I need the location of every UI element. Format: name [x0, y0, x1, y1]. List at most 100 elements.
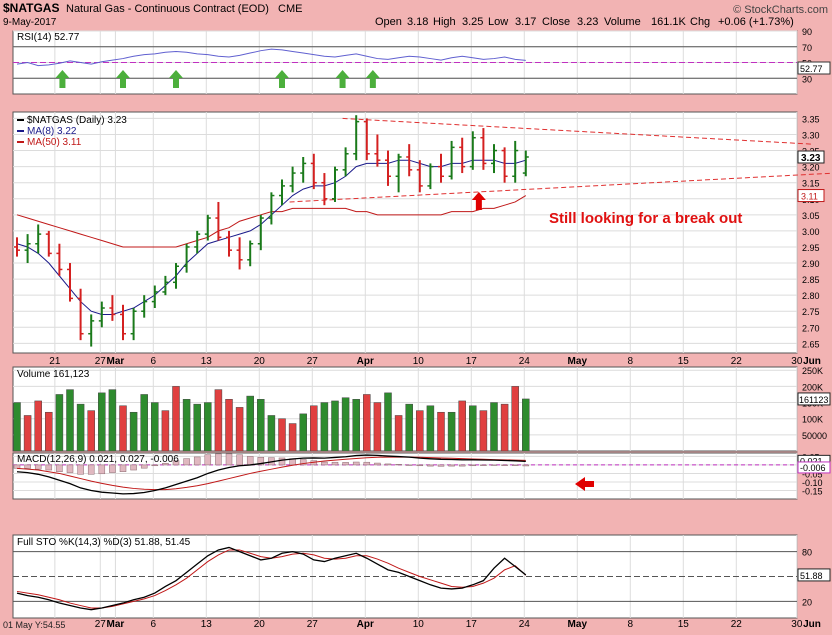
x-axis-label: 22 [731, 356, 743, 367]
price-bar [141, 295, 148, 318]
price-bar [310, 153, 317, 190]
macd-tick-label: -0.15 [802, 486, 823, 496]
macd-histogram-bar [246, 456, 254, 466]
volume-last-value: 161123 [799, 395, 828, 405]
macd-histogram-bar [437, 464, 445, 467]
rsi-last-value-flag [797, 61, 831, 75]
x-axis-label: Mar [107, 356, 125, 367]
volume-bar [66, 389, 74, 452]
chg-label: Chg [690, 16, 710, 28]
legend-entry: MA(50) 3.11 [27, 137, 82, 148]
macd-line [16, 454, 526, 495]
macd-histogram-bar [151, 464, 159, 467]
low-label: Low [488, 16, 508, 28]
volume-tick-label: 200K [802, 382, 823, 392]
volume-tick-label: 250K [802, 366, 823, 376]
macd-histogram-bar [321, 461, 328, 466]
price-bar [130, 308, 137, 341]
volume-bar [246, 395, 254, 452]
rsi-line [16, 48, 526, 67]
macd-tick-label: -0.05 [802, 469, 823, 479]
bottom-axis-label: 8 [628, 619, 634, 630]
sto-label: Full STO %K(14,3) %D(3) 51.88, 51.45 [17, 537, 191, 548]
volume-bar [511, 386, 519, 452]
macd-histogram-bar [331, 461, 339, 466]
buy-signal-arrow-icon [169, 70, 183, 88]
x-axis-label: 21 [49, 356, 61, 367]
price-bar [342, 147, 349, 177]
x-axis-label: 13 [201, 356, 213, 367]
macd-series-group: 0.050.00-0.05-0.10-0.150.021-0.006MACD(1… [13, 452, 831, 496]
price-tick-label: 2.95 [802, 243, 820, 253]
macd-panel [12, 452, 798, 500]
x-axis-label: 30 [791, 356, 803, 367]
high-label: High [433, 16, 456, 28]
bottom-axis-label: 22 [731, 619, 743, 630]
price-bar [332, 166, 338, 202]
volume-label: Volume 161,123 [17, 369, 90, 380]
price-bar [226, 230, 232, 257]
macd-histogram-bar [374, 462, 381, 466]
price-bar [416, 160, 423, 193]
chart-date: 9-May-2017 [3, 17, 57, 28]
volume-label: Volume [604, 16, 641, 28]
x-axis-label: 27 [307, 356, 319, 367]
macd-histogram-bar [193, 456, 201, 466]
price-bar [289, 166, 296, 193]
bottom-axis-label: 20 [254, 619, 266, 630]
upper-trendline [342, 117, 813, 145]
price-bar [512, 140, 519, 183]
price-bar [257, 214, 264, 251]
macd-histogram-bar [501, 464, 508, 466]
volume-bar [214, 389, 223, 452]
x-axis-label: 17 [466, 356, 478, 367]
high-value: 3.25 [462, 16, 483, 28]
macd-signal-line [16, 456, 526, 491]
volume-bar [363, 394, 371, 452]
open-label: Open [375, 16, 402, 28]
price-tick-label: 3.35 [802, 114, 820, 124]
macd-histogram-bar [490, 464, 498, 466]
macd-histogram-bar [87, 464, 95, 475]
macd-histogram-bar [236, 454, 243, 466]
price-bar [427, 163, 434, 190]
price-tick-label: 2.85 [802, 275, 820, 285]
price-bar [321, 173, 328, 206]
volume-last-flag [797, 392, 831, 406]
price-tick-label: 2.65 [802, 339, 820, 349]
volume-bar [320, 402, 329, 452]
volume-bar [341, 397, 350, 452]
bottom-axis-label: Jun [803, 619, 821, 630]
price-bar [77, 288, 84, 341]
volume-bar [13, 402, 21, 452]
macd-histogram-bar [448, 464, 455, 467]
macd-histogram-bar [109, 464, 116, 473]
volume-bar [447, 411, 456, 452]
macd-histogram-bar [342, 462, 349, 466]
volume-bar [331, 400, 339, 452]
volume-bar [34, 400, 42, 452]
volume-bar [161, 410, 170, 452]
sto-tick-label: 80 [802, 548, 812, 558]
x-axis-label: 27 [95, 356, 107, 367]
macd-histogram-bar [458, 464, 466, 467]
volume-bar [225, 399, 233, 452]
volume-bar [257, 399, 265, 452]
red-up-arrow-icon [471, 192, 486, 210]
price-bar [395, 153, 402, 193]
price-bar [14, 237, 20, 257]
macd-histogram-bar [98, 464, 106, 475]
volume-bar [458, 400, 466, 452]
macd-histogram-bar [119, 464, 127, 472]
price-bar [448, 140, 455, 180]
macd-histogram-bar [384, 463, 392, 466]
price-bar [268, 192, 275, 225]
price-bar [204, 214, 211, 241]
macd-histogram-bar [352, 461, 360, 466]
price-bar [120, 304, 126, 341]
price-tick-label: 2.80 [802, 291, 820, 301]
close-label: Close [542, 16, 570, 28]
low-value: 3.17 [515, 16, 536, 28]
bottom-axis-label: 6 [151, 619, 157, 630]
